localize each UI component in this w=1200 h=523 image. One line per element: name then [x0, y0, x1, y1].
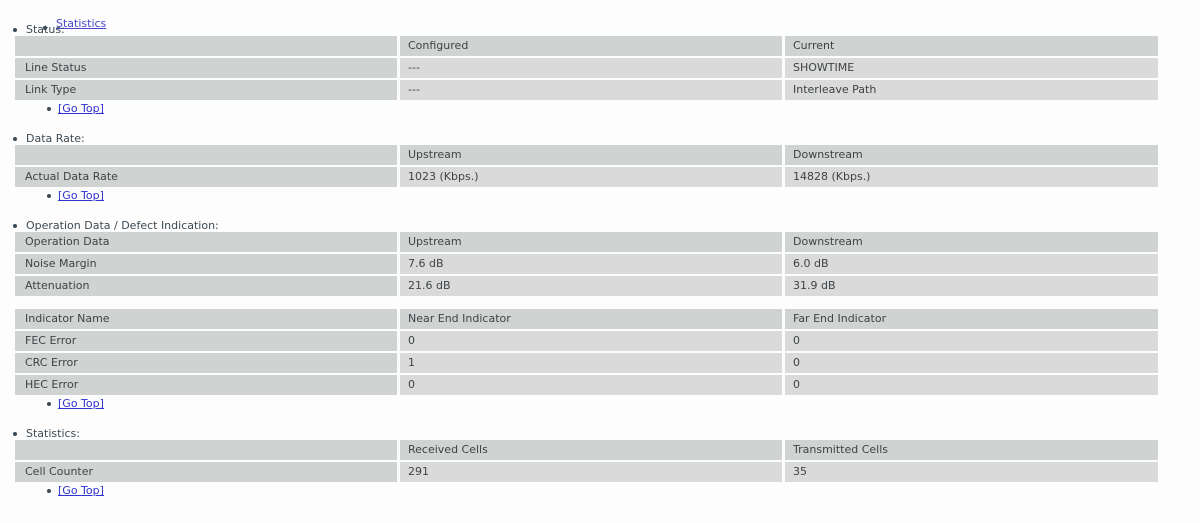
data-cell: 7.6 dB: [400, 254, 782, 274]
table-row: Actual Data Rate 1023 (Kbps.) 14828 (Kbp…: [15, 167, 1158, 187]
go-top-item: [Go Top]: [0, 190, 1200, 202]
table-row: Attenuation 21.6 dB 31.9 dB: [15, 276, 1158, 296]
go-top-item: [Go Top]: [0, 398, 1200, 410]
column-header-cell: Upstream: [400, 145, 782, 165]
table-header-row: Received Cells Transmitted Cells: [15, 440, 1158, 460]
data-cell: 35: [785, 462, 1158, 482]
section-data-rate: Data Rate: Upstream Downstream Actual Da…: [0, 133, 1200, 202]
column-header-cell: Downstream: [785, 145, 1158, 165]
section-heading: Status:: [0, 24, 1200, 36]
data-cell: ---: [400, 80, 782, 100]
statistics-table: Received Cells Transmitted Cells Cell Co…: [15, 440, 1158, 482]
statistics-link[interactable]: Statistics: [56, 17, 107, 30]
defect-indication-table: Indicator Name Near End Indicator Far En…: [15, 309, 1158, 395]
table-row: CRC Error 1 0: [15, 353, 1158, 373]
column-header-cell: Transmitted Cells: [785, 440, 1158, 460]
data-cell: 1: [400, 353, 782, 373]
table-header-row: Operation Data Upstream Downstream: [15, 232, 1158, 252]
go-top-link[interactable]: [Go Top]: [58, 102, 104, 115]
column-header-cell: Current: [785, 36, 1158, 56]
bullet-icon: [47, 194, 51, 198]
go-top-link[interactable]: [Go Top]: [58, 484, 104, 497]
go-top-item: [Go Top]: [0, 485, 1200, 497]
column-header-cell: Far End Indicator: [785, 309, 1158, 329]
section-heading-label: Operation Data / Defect Indication:: [26, 219, 219, 232]
dsl-status-page: Statistics Status: Configured Current Li…: [0, 17, 1200, 523]
row-header-cell: HEC Error: [15, 375, 397, 395]
section-operation-data: Operation Data / Defect Indication: Oper…: [0, 220, 1200, 410]
table-row: Line Status --- SHOWTIME: [15, 58, 1158, 78]
column-header-cell: [15, 145, 397, 165]
column-header-cell: [15, 36, 397, 56]
section-heading-label: Statistics:: [26, 427, 80, 440]
column-header-cell: Downstream: [785, 232, 1158, 252]
row-header-cell: Line Status: [15, 58, 397, 78]
section-heading: Operation Data / Defect Indication:: [0, 220, 1200, 232]
table-row: FEC Error 0 0: [15, 331, 1158, 351]
section-status: Status: Configured Current Line Status -…: [0, 24, 1200, 115]
data-cell: 6.0 dB: [785, 254, 1158, 274]
data-cell: 291: [400, 462, 782, 482]
row-header-cell: Noise Margin: [15, 254, 397, 274]
bullet-icon: [13, 137, 17, 141]
row-header-cell: Actual Data Rate: [15, 167, 397, 187]
table-row: Link Type --- Interleave Path: [15, 80, 1158, 100]
row-header-cell: Cell Counter: [15, 462, 397, 482]
section-heading-label: Status:: [26, 23, 65, 36]
column-header-cell: Indicator Name: [15, 309, 397, 329]
data-cell: 0: [785, 375, 1158, 395]
data-cell: 1023 (Kbps.): [400, 167, 782, 187]
row-header-cell: CRC Error: [15, 353, 397, 373]
data-cell: SHOWTIME: [785, 58, 1158, 78]
go-top-link[interactable]: [Go Top]: [58, 397, 104, 410]
data-cell: 0: [785, 331, 1158, 351]
table-row: HEC Error 0 0: [15, 375, 1158, 395]
bullet-icon: [47, 402, 51, 406]
data-cell: 0: [400, 375, 782, 395]
section-heading: Data Rate:: [0, 133, 1200, 145]
data-cell: 0: [400, 331, 782, 351]
go-top-item: [Go Top]: [0, 103, 1200, 115]
column-header-cell: Configured: [400, 36, 782, 56]
bullet-icon: [13, 432, 17, 436]
data-cell: 14828 (Kbps.): [785, 167, 1158, 187]
column-header-cell: Upstream: [400, 232, 782, 252]
section-heading-label: Data Rate:: [26, 132, 85, 145]
data-cell: ---: [400, 58, 782, 78]
bullet-icon: [13, 28, 17, 32]
table-header-row: Indicator Name Near End Indicator Far En…: [15, 309, 1158, 329]
table-header-row: Configured Current: [15, 36, 1158, 56]
data-cell: Interleave Path: [785, 80, 1158, 100]
row-header-cell: FEC Error: [15, 331, 397, 351]
column-header-cell: [15, 440, 397, 460]
data-cell: 21.6 dB: [400, 276, 782, 296]
section-heading: Statistics:: [0, 428, 1200, 440]
bullet-icon: [43, 26, 47, 30]
data-cell: 0: [785, 353, 1158, 373]
column-header-cell: Received Cells: [400, 440, 782, 460]
column-header-cell: Near End Indicator: [400, 309, 782, 329]
row-header-cell: Link Type: [15, 80, 397, 100]
section-statistics: Statistics: Received Cells Transmitted C…: [0, 428, 1200, 497]
go-top-link[interactable]: [Go Top]: [58, 189, 104, 202]
row-header-cell: Attenuation: [15, 276, 397, 296]
data-cell: 31.9 dB: [785, 276, 1158, 296]
table-header-row: Upstream Downstream: [15, 145, 1158, 165]
status-table: Configured Current Line Status --- SHOWT…: [15, 36, 1158, 100]
bullet-icon: [47, 489, 51, 493]
column-header-cell: Operation Data: [15, 232, 397, 252]
table-row: Noise Margin 7.6 dB 6.0 dB: [15, 254, 1158, 274]
bullet-icon: [13, 224, 17, 228]
operation-data-table: Operation Data Upstream Downstream Noise…: [15, 232, 1158, 296]
bullet-icon: [47, 107, 51, 111]
data-rate-table: Upstream Downstream Actual Data Rate 102…: [15, 145, 1158, 187]
table-row: Cell Counter 291 35: [15, 462, 1158, 482]
